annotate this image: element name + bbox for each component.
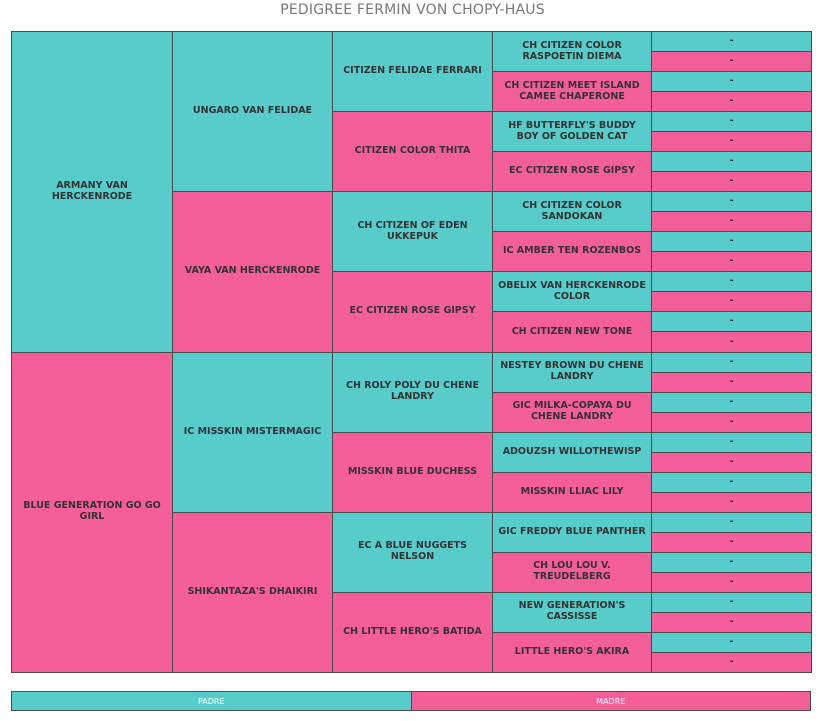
page-title: PEDIGREE FERMIN VON CHOPY-HAUS — [280, 2, 545, 18]
ancestor-gen5-6: - — [651, 131, 812, 153]
ancestor-gen4-2: CH CITIZEN MEET ISLAND CAMEE CHAPERONE — [492, 71, 652, 113]
ancestor-gen5-30: - — [651, 611, 812, 633]
ancestor-gen4-15: NEW GENERATION'S CASSISSE — [492, 591, 652, 633]
ancestor-gen5-19: - — [651, 391, 812, 413]
ancestor-gen5-31: - — [651, 631, 812, 653]
ancestor-gen5-22: - — [651, 451, 812, 473]
ancestor-gen5-21: - — [651, 431, 812, 453]
ancestor-gen5-26: - — [651, 531, 812, 553]
pedigree-row: IC AMBER TEN ROZENBOS - — [12, 231, 812, 273]
ancestor-gen4-6: IC AMBER TEN ROZENBOS — [492, 231, 652, 273]
ancestor-gen3-6: MISSKIN BLUE DUCHESS — [332, 431, 493, 513]
ancestor-gen1-2: BLUE GENERATION GO GO GIRL — [11, 351, 173, 673]
pedigree-row: - — [12, 51, 812, 73]
pedigree-row: - — [12, 91, 812, 113]
pedigree-row: LITTLE HERO'S AKIRA - — [12, 631, 812, 674]
ancestor-gen4-4: EC CITIZEN ROSE GIPSY — [492, 151, 652, 193]
ancestor-gen3-1: CITIZEN FELIDAE FERRARI — [332, 30, 493, 113]
ancestor-gen5-18: - — [651, 371, 812, 393]
ancestor-gen5-8: - — [651, 171, 812, 193]
ancestor-gen5-14: - — [651, 291, 812, 313]
ancestor-gen5-24: - — [651, 491, 812, 513]
ancestor-gen5-32: - — [651, 651, 812, 674]
pedigree-row: GIC MILKA-COPAYA DU CHENE LANDRY - — [12, 391, 812, 433]
pedigree-row: CH LITTLE HERO'S BATIDA NEW GENERATION'S … — [12, 591, 812, 674]
ancestor-gen5-27: - — [651, 551, 812, 573]
pedigree-row: VAYA VAN HERCKENRODE CH CITIZEN OF EDEN U… — [12, 191, 812, 353]
pedigree-row: - — [12, 571, 812, 593]
pedigree-row: EC CITIZEN ROSE GIPSY OBELIX VAN HERCKENR… — [12, 271, 812, 353]
ancestor-gen4-13: GIC FREDDY BLUE PANTHER — [492, 511, 652, 553]
ancestor-gen5-3: - — [651, 71, 812, 93]
ancestor-gen3-3: CH CITIZEN OF EDEN UKKEPUK — [332, 191, 493, 273]
pedigree-row: - — [12, 531, 812, 553]
ancestor-gen3-8: CH LITTLE HERO'S BATIDA — [332, 591, 493, 674]
pedigree-row: - — [12, 611, 812, 633]
pedigree-row: CH CITIZEN NEW TONE - — [12, 311, 812, 353]
pedigree-row: CH CITIZEN MEET ISLAND CAMEE CHAPERONE - — [12, 71, 812, 113]
ancestor-gen5-13: - — [651, 271, 812, 293]
ancestor-gen4-8: CH CITIZEN NEW TONE — [492, 311, 652, 353]
ancestor-gen2-1: UNGARO VAN FELIDAE — [172, 30, 333, 193]
ancestor-gen3-2: CITIZEN COLOR THITA — [332, 111, 493, 193]
ancestor-gen5-11: - — [651, 231, 812, 253]
ancestor-gen4-5: CH CITIZEN COLOR SANDOKAN — [492, 191, 652, 233]
ancestor-gen5-29: - — [651, 591, 812, 613]
ancestor-gen3-7: EC A BLUE NUGGETS NELSON — [332, 511, 493, 593]
legend-madre: MADRE — [410, 691, 811, 711]
pedigree-row: SHIKANTAZA'S DHAIKIRI EC A BLUE NUGGETS N… — [12, 511, 812, 674]
ancestor-gen2-2: VAYA VAN HERCKENRODE — [172, 191, 333, 353]
ancestor-gen2-4: SHIKANTAZA'S DHAIKIRI — [172, 511, 333, 674]
ancestor-gen5-12: - — [651, 251, 812, 273]
ancestor-gen5-16: - — [651, 331, 812, 353]
ancestor-gen4-11: ADOUZSH WILLOTHEWISP — [492, 431, 652, 473]
pedigree-row: - — [12, 211, 812, 233]
ancestor-gen5-10: - — [651, 211, 812, 233]
pedigree-row: - — [12, 131, 812, 153]
ancestor-gen5-20: - — [651, 411, 812, 433]
ancestor-gen4-12: MISSKIN LLIAC LILY — [492, 471, 652, 513]
legend-padre: PADRE — [11, 691, 412, 711]
ancestor-gen1-1: ARMANY VAN HERCKENRODE — [11, 31, 173, 353]
pedigree-row: CH LOU LOU V. TREUDELBERG - — [12, 551, 812, 593]
ancestor-gen4-16: LITTLE HERO'S AKIRA — [492, 631, 652, 674]
ancestor-gen4-3: HF BUTTERFLY'S BUDDY BOY OF GOLDEN CAT — [492, 111, 652, 153]
ancestor-gen4-7: OBELIX VAN HERCKENRODE COLOR — [492, 271, 652, 313]
legend: PADRE MADRE — [11, 691, 811, 711]
pedigree-row: ARMANY VAN HERCKENRODE UNGARO VAN FELIDAE… — [11, 30, 812, 353]
ancestor-gen4-10: GIC MILKA-COPAYA DU CHENE LANDRY — [492, 391, 652, 433]
pedigree-row: EC CITIZEN ROSE GIPSY - — [12, 151, 812, 193]
pedigree-row: BLUE GENERATION GO GO GIRL IC MISSKIN MIS… — [11, 351, 812, 673]
pedigree-row: - — [12, 411, 812, 433]
ancestor-gen4-14: CH LOU LOU V. TREUDELBERG — [492, 551, 652, 593]
pedigree-row: - — [12, 651, 812, 674]
ancestor-gen3-5: CH ROLY POLY DU CHENE LANDRY — [332, 351, 493, 433]
pedigree-row: - — [12, 451, 812, 473]
ancestor-gen3-4: EC CITIZEN ROSE GIPSY — [332, 271, 493, 353]
ancestor-gen5-28: - — [651, 571, 812, 593]
pedigree-row: MISSKIN BLUE DUCHESS ADOUZSH WILLOTHEWISP… — [12, 431, 812, 513]
ancestor-gen5-5: - — [651, 111, 812, 133]
ancestor-gen5-25: - — [651, 511, 812, 533]
ancestor-gen5-2: - — [651, 51, 812, 73]
ancestor-gen4-9: NESTEY BROWN DU CHENE LANDRY — [492, 351, 652, 393]
ancestor-gen5-17: - — [651, 351, 812, 373]
ancestor-gen5-1: - — [651, 30, 812, 53]
pedigree-table: ARMANY VAN HERCKENRODE UNGARO VAN FELIDAE… — [11, 30, 812, 674]
ancestor-gen5-15: - — [651, 311, 812, 333]
ancestor-gen4-1: CH CITIZEN COLOR RASPOETIN DIEMA — [492, 30, 652, 73]
ancestor-gen5-23: - — [651, 471, 812, 493]
ancestor-gen5-7: - — [651, 151, 812, 173]
pedigree-row: CITIZEN COLOR THITA HF BUTTERFLY'S BUDDY … — [12, 111, 812, 193]
ancestor-gen5-4: - — [651, 91, 812, 113]
ancestor-gen5-9: - — [651, 191, 812, 213]
pedigree-row: - — [12, 371, 812, 393]
ancestor-gen2-3: IC MISSKIN MISTERMAGIC — [172, 351, 333, 513]
